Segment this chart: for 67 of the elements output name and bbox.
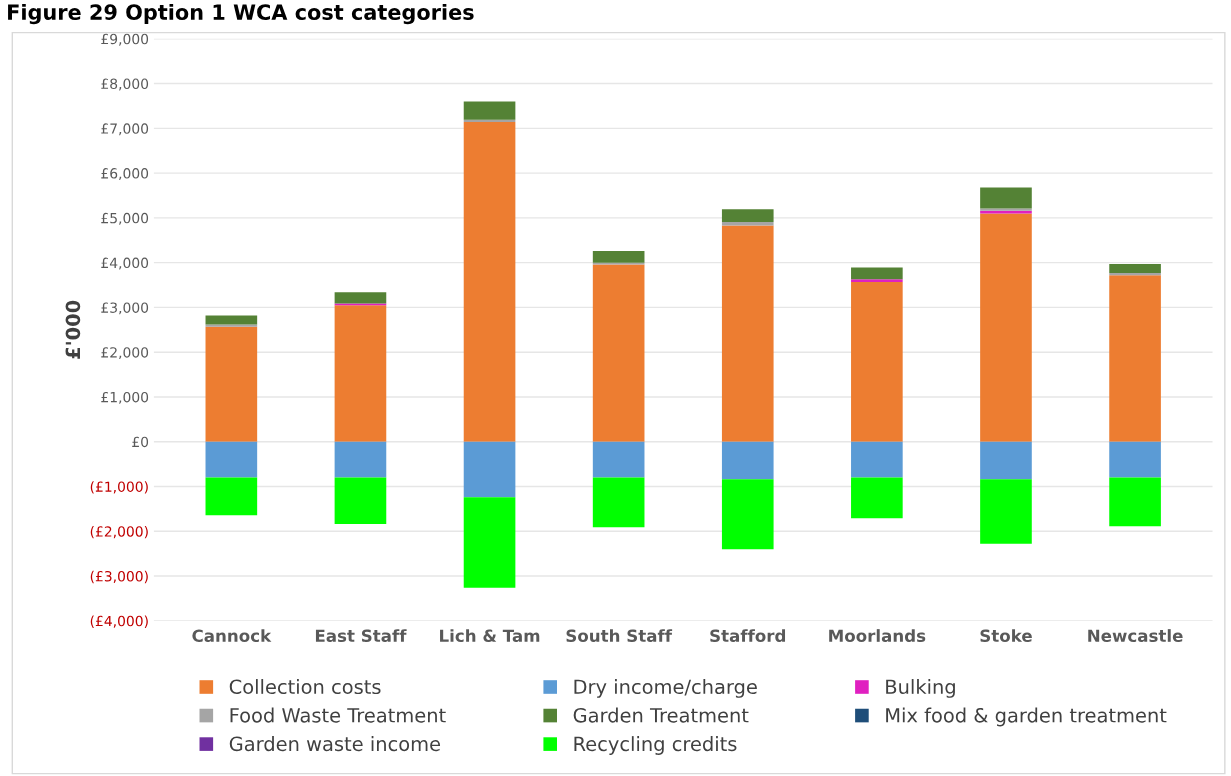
bar: [721, 225, 774, 442]
bar: [205, 441, 258, 478]
bar: [463, 101, 516, 120]
bar: [334, 441, 387, 478]
bar: [721, 479, 774, 550]
bar: [980, 479, 1032, 544]
bar: [205, 326, 258, 442]
y-tick-label: (£2,000): [90, 526, 148, 539]
y-tick-label: (£3,000): [90, 570, 148, 584]
y-tick-label: £2,000: [101, 347, 149, 360]
legend-label: Collection costs: [229, 679, 381, 695]
x-tick-label: South Staff: [566, 629, 673, 643]
bar: [851, 441, 903, 478]
x-tick-label: Newcastle: [1088, 629, 1183, 643]
x-tick-label: Cannock: [192, 629, 272, 643]
x-tick-label: Stafford: [710, 629, 786, 643]
x-tick-label: East Staff: [315, 629, 407, 643]
bar: [334, 292, 387, 304]
bar: [592, 264, 645, 442]
bar: [1109, 441, 1161, 478]
x-tick-label: Moorlands: [829, 629, 926, 643]
bar: [980, 213, 1032, 442]
y-tick-label: £8,000: [101, 78, 149, 91]
x-tick-label: Stoke: [980, 629, 1032, 643]
legend-label: Food Waste Treatment: [230, 707, 446, 723]
bar: [1109, 263, 1161, 273]
y-axis-title: £'000: [65, 300, 81, 359]
y-tick-label: £3,000: [101, 302, 149, 315]
bar: [334, 477, 387, 525]
bar: [851, 477, 903, 519]
y-tick-label: £7,000: [101, 123, 149, 136]
bar: [851, 279, 903, 282]
y-tick-label: £5,000: [101, 212, 149, 225]
bar: [1109, 272, 1161, 276]
bar: [980, 441, 1032, 480]
x-tick-label: Lich & Tam: [440, 629, 540, 643]
legend-label: Garden Treatment: [573, 707, 749, 723]
bar: [851, 267, 903, 280]
chart-title: Figure 29 Option 1 WCA cost categories: [8, 3, 474, 25]
bar: [980, 187, 1032, 209]
bar: [721, 209, 774, 222]
legend-label: Bulking: [886, 679, 955, 698]
y-tick-label: £9,000: [101, 33, 149, 46]
legend-label: Mix food & garden treatment: [886, 707, 1167, 727]
y-tick-label: £6,000: [101, 168, 149, 180]
y-tick-label: £4,000: [101, 257, 149, 270]
bar: [205, 324, 258, 327]
y-tick-label: £0: [132, 436, 149, 448]
y-tick-label: (£1,000): [90, 481, 148, 494]
bar: [205, 477, 258, 516]
bar: [463, 122, 516, 442]
bar: [1109, 275, 1161, 442]
bar: [334, 305, 387, 442]
bar: [463, 497, 516, 588]
bar: [592, 477, 645, 528]
bar: [721, 441, 774, 480]
bar: [851, 281, 903, 442]
bar: [463, 441, 516, 498]
y-tick-label: (£4,000): [90, 615, 148, 628]
bar: [592, 441, 645, 478]
y-tick-label: £1,000: [101, 391, 149, 404]
legend-label: Garden waste income: [229, 736, 441, 752]
bar: [592, 251, 645, 263]
bar: [1109, 477, 1161, 527]
legend-label: Recycling credits: [574, 736, 737, 755]
bar: [205, 315, 258, 325]
legend-label: Dry income/charge: [574, 679, 757, 698]
